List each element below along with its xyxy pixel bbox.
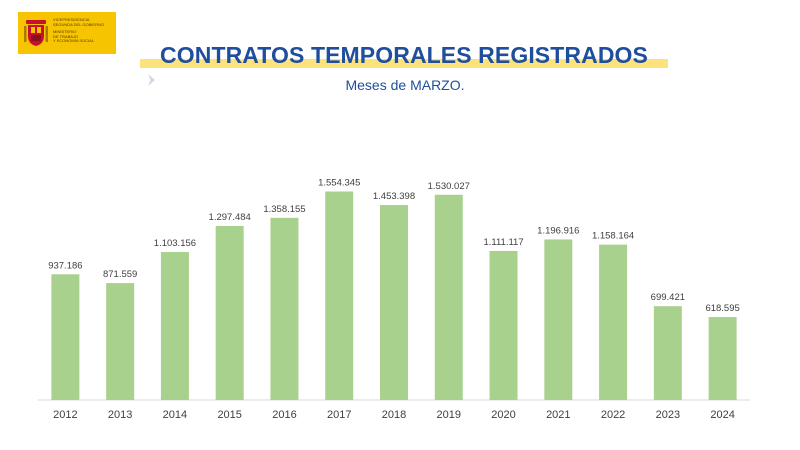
- data-label-2015: 1.297.484: [209, 212, 251, 223]
- data-label-2019: 1.530.027: [428, 181, 470, 192]
- title-block: CONTRATOS TEMPORALES REGISTRADOS: [140, 40, 670, 76]
- x-tick-label-2024: 2024: [710, 409, 734, 421]
- x-tick-label-2023: 2023: [656, 409, 680, 421]
- bar-2014: [160, 252, 189, 400]
- government-logo: Vicepresidencia Segunda del Gobierno Min…: [18, 12, 116, 54]
- x-tick-label-2013: 2013: [108, 409, 132, 421]
- data-label-2018: 1.453.398: [373, 191, 415, 202]
- data-label-2014: 1.103.156: [154, 238, 196, 249]
- x-tick-label-2017: 2017: [327, 409, 351, 421]
- page-subtitle: Meses de MARZO.: [345, 77, 465, 93]
- x-tick-label-2022: 2022: [601, 409, 625, 421]
- x-tick-label-2014: 2014: [163, 409, 187, 421]
- chevron-right-icon: [148, 74, 155, 86]
- bar-2018: [380, 205, 408, 400]
- bar-2012: [51, 274, 80, 400]
- bar-2015: [215, 225, 244, 400]
- page-title: CONTRATOS TEMPORALES REGISTRADOS: [160, 42, 648, 68]
- data-label-2024: 618.595: [705, 303, 739, 314]
- bar-2023: [653, 306, 682, 400]
- bar-2019: [434, 194, 463, 400]
- title-highlight-band: [140, 59, 668, 68]
- data-label-2021: 1.196.916: [537, 225, 579, 236]
- data-label-2022: 1.158.164: [592, 231, 634, 242]
- x-tick-label-2016: 2016: [272, 409, 296, 421]
- bar-2013: [106, 283, 135, 400]
- x-tick-label-2020: 2020: [491, 409, 515, 421]
- data-label-2013: 871.559: [103, 269, 137, 280]
- bar-2020: [489, 250, 518, 400]
- data-label-2012: 937.186: [48, 260, 82, 271]
- data-label-2023: 699.421: [651, 292, 685, 303]
- logo-text-line: de Trabajo: [53, 33, 79, 39]
- bar-2021: [544, 239, 573, 400]
- bar-2024: [708, 317, 737, 400]
- logo-text-line: Segunda del Gobierno: [53, 21, 104, 27]
- x-tick-label-2015: 2015: [217, 409, 241, 421]
- x-tick-label-2021: 2021: [546, 409, 570, 421]
- data-label-2016: 1.358.155: [263, 204, 305, 215]
- logo-text-line: Vicepresidencia: [53, 17, 90, 22]
- bar-2017: [325, 191, 354, 400]
- data-label-2020: 1.111.117: [483, 237, 523, 248]
- bar-2016: [270, 217, 299, 400]
- logo-text-line: y Economía Social: [53, 38, 95, 44]
- logo-text-line: Ministerio: [53, 29, 77, 35]
- coat-of-arms-icon: [24, 20, 48, 46]
- data-label-2017: 1.554.345: [318, 178, 360, 189]
- x-tick-label-2019: 2019: [437, 409, 461, 421]
- x-tick-label-2012: 2012: [53, 409, 77, 421]
- bar-2022: [599, 244, 628, 400]
- x-tick-label-2018: 2018: [382, 409, 406, 421]
